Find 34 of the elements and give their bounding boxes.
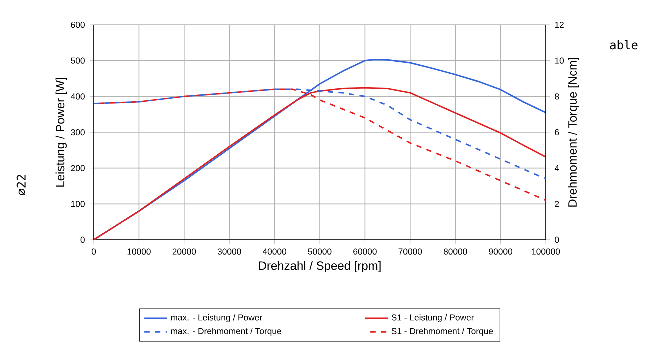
y-tick-label: 400 [71, 94, 85, 100]
legend-label: max. - Leistung / Power [171, 314, 262, 323]
y2-tick-label: 4 [554, 165, 560, 172]
x-tick-label: 90000 [489, 248, 513, 255]
x-tick-label: 10000 [128, 248, 151, 255]
y2-tick-label: 10 [555, 58, 564, 64]
legend-label: S1 - Leistung / Power [392, 314, 474, 323]
y-axis-title: Leistung / Power [W] [56, 78, 68, 187]
legend-label: S1 - Drehmoment / Torque [392, 328, 494, 336]
y2-tick-label: 2 [555, 201, 560, 208]
x-tick-label: 0 [92, 248, 96, 255]
y-tick-label: 100 [72, 201, 85, 208]
x-tick-label: 60000 [354, 248, 377, 255]
x-tick-label: 80000 [444, 248, 468, 255]
y-tick-label: 500 [71, 58, 85, 64]
x-tick-label: 40000 [262, 248, 287, 255]
y-tick-label: 200 [71, 165, 85, 172]
x-tick-label: 50000 [308, 248, 332, 255]
text: able [610, 40, 638, 50]
y2-tick-label: 12 [555, 22, 564, 28]
text: ∅22 [16, 175, 26, 196]
x-tick-label: 100000 [532, 248, 560, 255]
y2-tick-label: 0 [555, 236, 560, 244]
y2-axis-title: Drehmoment / Torque [Ncm] [568, 58, 580, 207]
y-tick-label: 300 [71, 129, 85, 136]
y2-tick-label: 8 [555, 94, 560, 100]
y-tick-label: 600 [71, 22, 85, 28]
x-tick-label: 30000 [218, 248, 242, 255]
x-tick-label: 70000 [398, 248, 422, 255]
x-axis-title: Drehzahl / Speed [rpm] [259, 261, 381, 273]
legend-label: max. - Drehmoment / Torque [171, 328, 282, 336]
y2-tick-label: 6 [555, 129, 560, 136]
y-tick-label: 0 [80, 236, 85, 244]
x-tick-label: 20000 [172, 248, 196, 255]
